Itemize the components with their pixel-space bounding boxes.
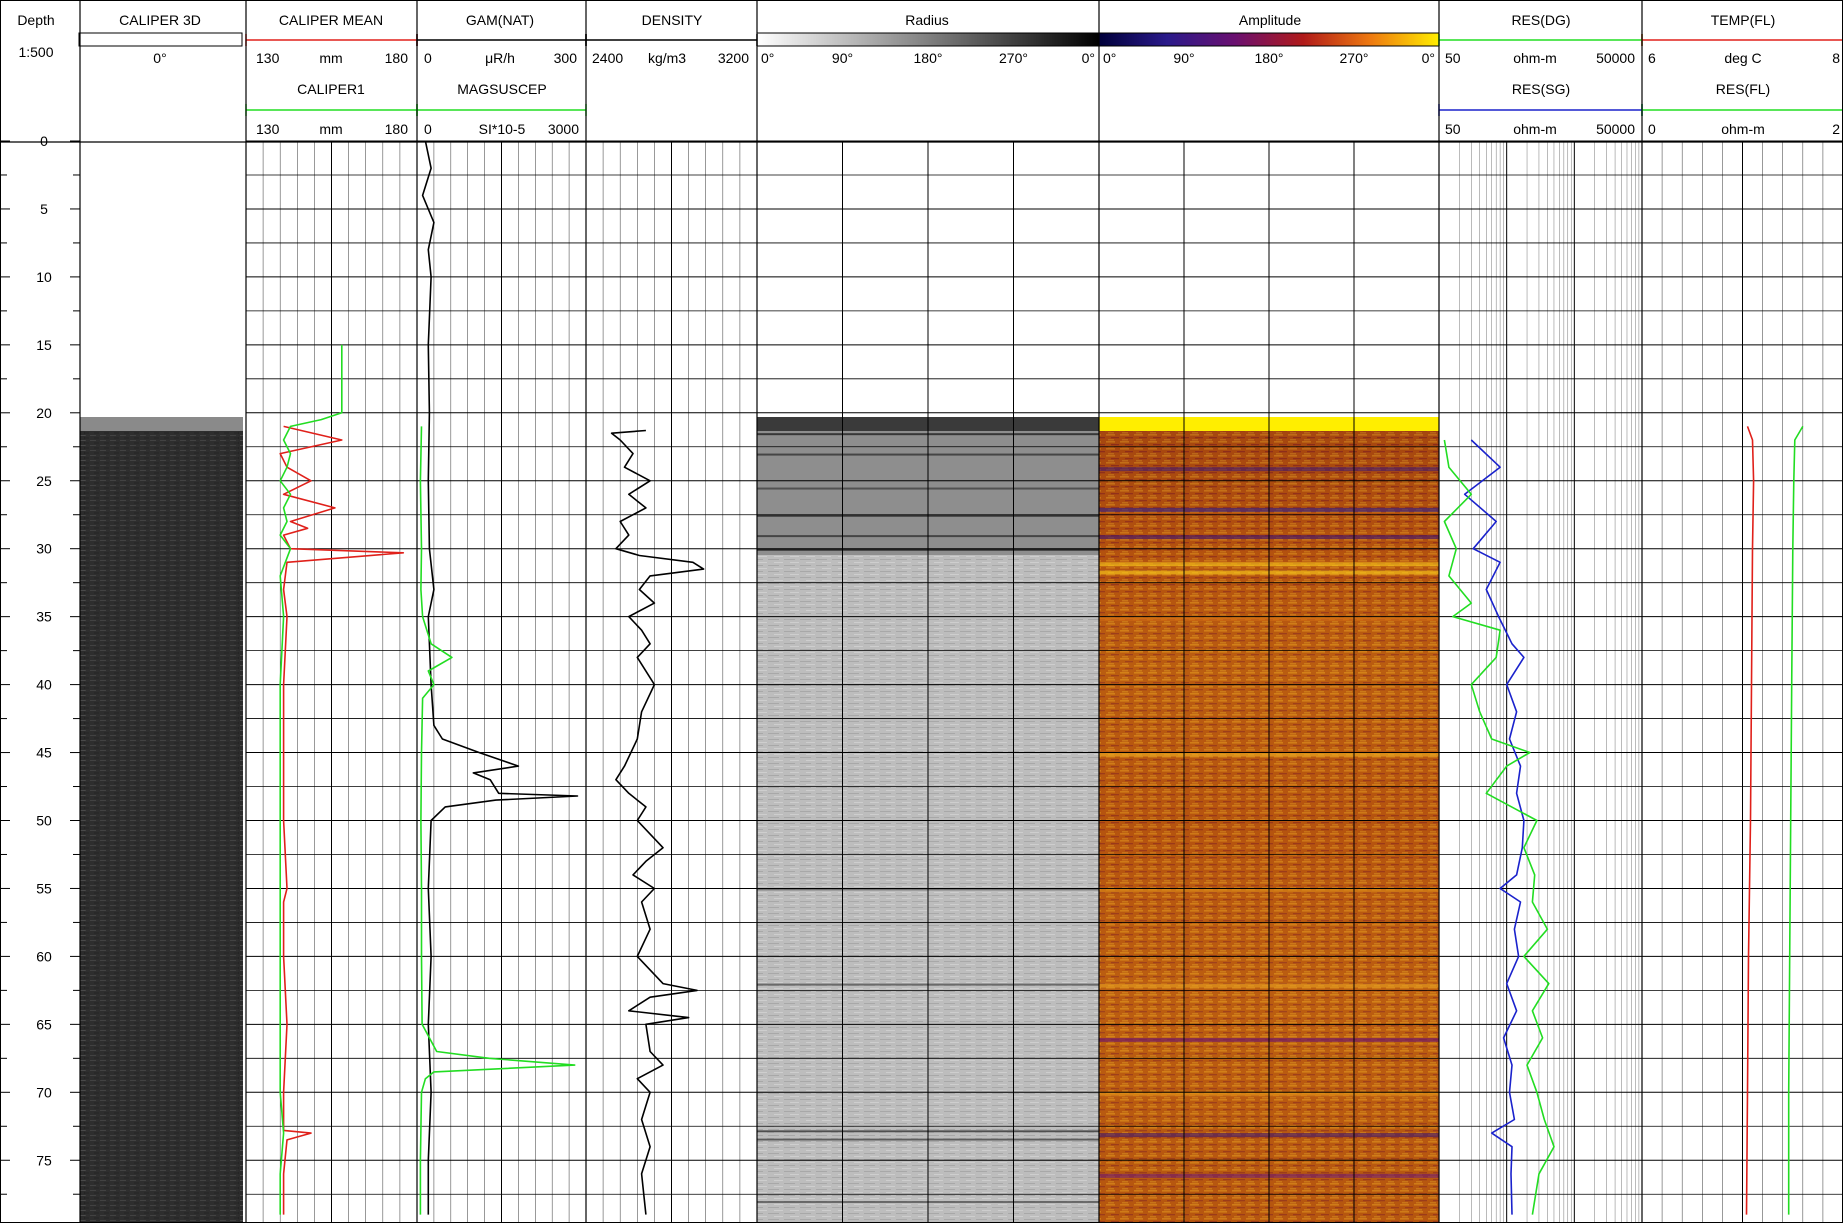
temp-max: 8 <box>1832 50 1840 66</box>
magsuscep-title: MAGSUSCEP <box>457 81 546 97</box>
depth-tick-label: 50 <box>36 813 52 829</box>
gam-max: 300 <box>554 50 578 66</box>
caliper1-max: 180 <box>385 121 409 137</box>
gam-nat-curve <box>421 140 579 1215</box>
res-sg-curve <box>1463 439 1525 1215</box>
radius-title: Radius <box>905 12 949 28</box>
res-fl-max: 2 <box>1832 121 1840 137</box>
depth-header: Depth <box>17 12 54 28</box>
track-grids <box>246 140 1843 1223</box>
temp-min: 6 <box>1648 50 1656 66</box>
amplitude-colorbar <box>1098 32 1440 47</box>
caliper3d-title: CALIPER 3D <box>119 12 201 28</box>
depth-tick-label: 5 <box>40 201 48 217</box>
caliper1-min: 130 <box>256 121 280 137</box>
temp-unit: deg C <box>1724 50 1761 66</box>
depth-scale: 1:500 <box>18 44 53 60</box>
res-fl-min: 0 <box>1648 121 1656 137</box>
caliper-mean-curve <box>279 425 405 1215</box>
depth-tick-label: 35 <box>36 609 52 625</box>
caliper1-unit: mm <box>319 121 342 137</box>
temp-title: TEMP(FL) <box>1711 12 1776 28</box>
gam-title: GAM(NAT) <box>466 12 534 28</box>
res-dg-title: RES(DG) <box>1511 12 1570 28</box>
depth-tick-label: 10 <box>36 269 52 285</box>
magsuscep-max: 3000 <box>548 121 579 137</box>
depth-tick-label: 45 <box>36 745 52 761</box>
res-dg-unit: ohm-m <box>1513 50 1557 66</box>
res-dg-min: 50 <box>1445 50 1461 66</box>
radius-tick-label: 0° <box>1082 50 1095 66</box>
caliper3d-image <box>80 417 243 1223</box>
depth-tick-label: 30 <box>36 541 52 557</box>
gam-unit: μR/h <box>485 50 515 66</box>
amplitude-tick-label: 0° <box>1422 50 1435 66</box>
depth-tick-label: 65 <box>36 1016 52 1032</box>
magsuscep-unit: SI*10-5 <box>479 121 526 137</box>
amplitude-tick-label: 270° <box>1340 50 1369 66</box>
res-fl-title: RES(FL) <box>1716 81 1770 97</box>
depth-tick-label: 40 <box>36 677 52 693</box>
depth-tick-label: 55 <box>36 880 52 896</box>
density-curve <box>610 429 705 1215</box>
depth-tick-label: 25 <box>36 473 52 489</box>
caliper3d-scale-bar <box>78 32 243 47</box>
res-dg-curve <box>1443 439 1555 1215</box>
res-sg-unit: ohm-m <box>1513 121 1557 137</box>
amplitude-tick-label: 0° <box>1103 50 1116 66</box>
depth-tick-label: 15 <box>36 337 52 353</box>
res-fl-unit: ohm-m <box>1721 121 1765 137</box>
res-sg-max: 50000 <box>1596 121 1635 137</box>
amplitude-tick-label: 180° <box>1255 50 1284 66</box>
res-sg-min: 50 <box>1445 121 1461 137</box>
magsuscep-min: 0 <box>424 121 432 137</box>
radius-tick-label: 270° <box>999 50 1028 66</box>
depth-tick-label: 75 <box>36 1152 52 1168</box>
caliper-mean-min: 130 <box>256 50 280 66</box>
radius-tick-label: 180° <box>914 50 943 66</box>
res-sg-title: RES(SG) <box>1512 81 1570 97</box>
magsuscep-curve <box>419 426 576 1215</box>
caliper-mean-unit: mm <box>319 50 342 66</box>
header: Depth 1:500 CALIPER 3D 0° CALIPER MEAN 1… <box>17 12 1843 137</box>
radius-tick-label: 0° <box>761 50 774 66</box>
density-unit: kg/m3 <box>648 50 686 66</box>
depth-tick-label: 70 <box>36 1084 52 1100</box>
radius-colorbar <box>756 32 1100 47</box>
res-dg-max: 50000 <box>1596 50 1635 66</box>
depth-tick-label: 0 <box>40 133 48 149</box>
radius-tick-label: 90° <box>832 50 853 66</box>
density-max: 3200 <box>718 50 749 66</box>
log-curves <box>279 140 1804 1215</box>
caliper3d-scale-label: 0° <box>153 50 166 66</box>
depth-tick-label: 60 <box>36 948 52 964</box>
density-title: DENSITY <box>642 12 703 28</box>
amplitude-tick-label: 90° <box>1173 50 1194 66</box>
amplitude-title: Amplitude <box>1239 12 1301 28</box>
density-min: 2400 <box>592 50 623 66</box>
temp-fl-curve <box>1745 426 1755 1215</box>
depth-tick-label: 20 <box>36 405 52 421</box>
gam-min: 0 <box>424 50 432 66</box>
caliper-mean-title: CALIPER MEAN <box>279 12 383 28</box>
caliper-mean-max: 180 <box>385 50 409 66</box>
caliper1-title: CALIPER1 <box>297 81 365 97</box>
depth-axis: 0 5 10 15 20 25 30 35 40 45 50 55 60 65 70 75 <box>0 133 80 1195</box>
caliper1-curve <box>279 344 343 1215</box>
res-fl-curve <box>1787 425 1804 1215</box>
